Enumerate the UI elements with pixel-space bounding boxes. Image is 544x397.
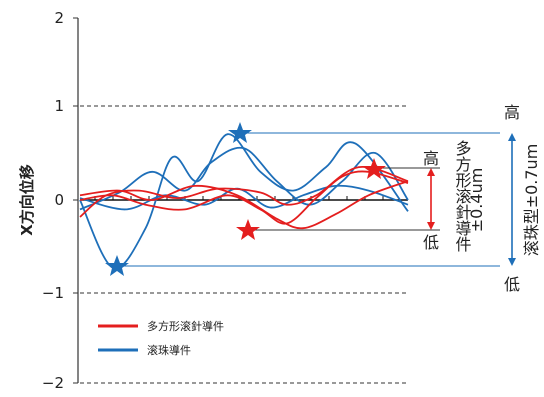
- blue-peak-star: [228, 122, 252, 143]
- blue-low-label: 低: [504, 275, 520, 294]
- blue-range-arrow-down: [508, 258, 516, 266]
- red-range-value: ±0.4um: [467, 168, 486, 233]
- y-axis-label: X方向位移: [18, 164, 36, 236]
- y-tick-label-2: 2: [54, 9, 64, 27]
- blue-range-arrow-up: [508, 133, 516, 141]
- red-range-arrow-up: [427, 168, 435, 176]
- y-tick-label-0: 0: [54, 191, 64, 209]
- y-tick-label-neg2: −2: [42, 374, 64, 392]
- legend-label-red: 多方形滚針導件: [147, 319, 224, 333]
- red-range-arrow-down: [427, 222, 435, 230]
- red-series-line-3: [79, 180, 409, 230]
- blue-high-label: 高: [504, 103, 520, 122]
- blue-range-label: 滚珠型±0.7um: [522, 144, 541, 257]
- legend-label-blue: 滚珠導件: [147, 343, 191, 357]
- y-tick-label-neg1: −1: [42, 284, 64, 302]
- y-tick-label-1: 1: [54, 97, 64, 115]
- blue-series-line-2: [79, 146, 409, 211]
- red-low-label: 低: [423, 233, 439, 252]
- series-polygon-needle-guide: [79, 166, 409, 230]
- red-trough-star: [236, 219, 260, 240]
- blue-series-line-1: [79, 133, 409, 269]
- red-range-label: 多方形滚針導件: [453, 140, 472, 252]
- red-high-label: 高: [423, 149, 439, 168]
- blue-series-line-3: [79, 184, 409, 211]
- blue-trough-star: [105, 255, 129, 276]
- series-ball-guide: [79, 133, 409, 269]
- red-peak-star: [362, 158, 386, 179]
